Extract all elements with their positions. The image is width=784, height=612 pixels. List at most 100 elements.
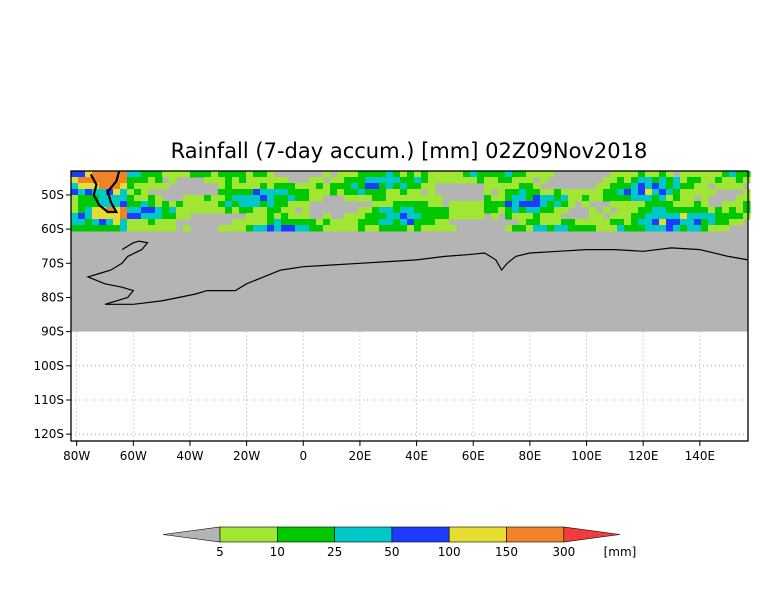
rain-cell <box>246 201 254 208</box>
rain-cell <box>162 183 170 190</box>
rain-cell <box>78 171 86 178</box>
rain-cell <box>78 219 86 226</box>
rain-cell <box>92 213 100 220</box>
rain-cell <box>666 171 674 178</box>
rain-cell <box>456 171 464 178</box>
rain-cell <box>316 195 324 202</box>
rain-cell <box>351 183 359 190</box>
rain-cell <box>309 189 317 196</box>
rain-cell <box>218 189 226 196</box>
rain-cell <box>386 207 394 214</box>
rain-cell <box>365 195 373 202</box>
rain-cell <box>708 207 716 214</box>
rain-cell <box>694 171 702 178</box>
rain-cell <box>155 195 163 202</box>
rain-cell <box>71 207 79 214</box>
rain-cell <box>344 219 352 226</box>
rain-cell <box>106 183 114 190</box>
rain-cell <box>736 201 744 208</box>
rain-cell <box>659 195 667 202</box>
rain-cell <box>323 183 331 190</box>
rain-cell <box>435 219 443 226</box>
rain-cell <box>288 201 296 208</box>
rain-cell <box>358 225 366 232</box>
rain-cell <box>540 189 548 196</box>
rain-cell <box>673 207 681 214</box>
rain-cell <box>666 219 674 226</box>
rain-cell <box>246 195 254 202</box>
rain-cell <box>106 177 114 184</box>
rain-cell <box>540 219 548 226</box>
rain-cell <box>99 219 107 226</box>
rain-cell <box>708 219 716 226</box>
rain-cell <box>505 177 513 184</box>
rain-cell <box>127 195 135 202</box>
rain-cell <box>680 207 688 214</box>
rain-cell <box>498 207 506 214</box>
rain-cell <box>554 201 562 208</box>
rain-cell <box>134 201 142 208</box>
rain-cell <box>92 171 100 178</box>
rain-cell <box>176 171 184 178</box>
rain-cell <box>610 177 618 184</box>
rain-cell <box>281 177 289 184</box>
rain-cell <box>232 207 240 214</box>
rain-cell <box>155 225 163 232</box>
lat-tick-label: 60S <box>41 222 64 236</box>
rain-cell <box>498 177 506 184</box>
rain-cell <box>120 189 128 196</box>
rain-cell <box>687 219 695 226</box>
rain-cell <box>610 195 618 202</box>
rain-cell <box>645 225 653 232</box>
rain-cell <box>533 195 541 202</box>
rain-cell <box>449 177 457 184</box>
rain-cell <box>694 225 702 232</box>
rain-cell <box>169 219 177 226</box>
rain-cell <box>645 219 653 226</box>
rain-cell <box>568 189 576 196</box>
rain-cell <box>134 219 142 226</box>
rain-cell <box>526 177 534 184</box>
rain-cell <box>218 207 226 214</box>
rain-cell <box>652 225 660 232</box>
colorbar-label: 25 <box>327 545 342 559</box>
rain-cell <box>631 177 639 184</box>
colorbar-under-triangle <box>162 526 221 543</box>
rain-cell <box>225 177 233 184</box>
rain-cell <box>281 183 289 190</box>
rain-cell <box>183 225 191 232</box>
rain-cell <box>120 183 128 190</box>
rain-cell <box>659 219 667 226</box>
rain-cell <box>491 213 499 220</box>
rain-cell <box>225 183 233 190</box>
rain-cell <box>638 171 646 178</box>
rain-cell <box>638 183 646 190</box>
rain-cell <box>141 195 149 202</box>
rain-cell <box>78 225 86 232</box>
rain-cell <box>582 189 590 196</box>
rain-cell <box>337 171 345 178</box>
rain-cell <box>155 207 163 214</box>
rain-cell <box>92 207 100 214</box>
rain-cell <box>652 183 660 190</box>
rain-cell <box>267 201 275 208</box>
rain-cell <box>302 219 310 226</box>
rain-cell <box>421 225 429 232</box>
rain-cell <box>428 219 436 226</box>
rain-cell <box>260 189 268 196</box>
map-plot-area <box>70 170 751 442</box>
rain-cell <box>645 189 653 196</box>
rain-cell <box>148 171 156 178</box>
rain-cell <box>302 201 310 208</box>
rain-cell <box>547 201 555 208</box>
rain-cell <box>155 171 163 178</box>
rain-cell <box>666 201 674 208</box>
rain-cell <box>218 183 226 190</box>
rain-cell <box>519 213 527 220</box>
rain-cell <box>393 201 401 208</box>
rain-cell <box>365 213 373 220</box>
rain-cell <box>372 225 380 232</box>
rain-cell <box>232 183 240 190</box>
rain-cell <box>134 177 142 184</box>
rain-cell <box>680 213 688 220</box>
